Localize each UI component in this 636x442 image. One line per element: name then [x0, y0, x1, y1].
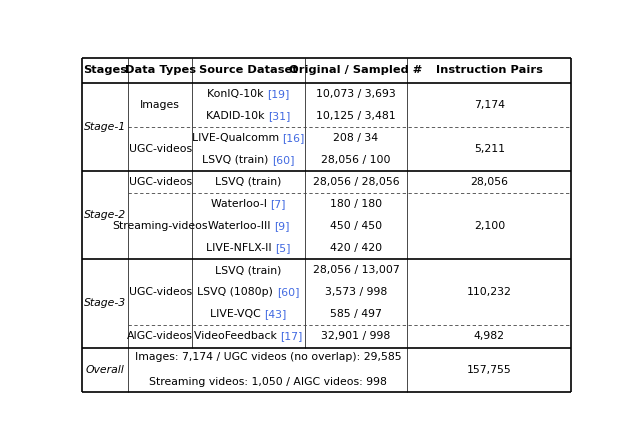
Text: [60]: [60] [272, 155, 294, 165]
Text: [43]: [43] [265, 309, 287, 320]
Text: Streaming videos: 1,050 / AIGC videos: 998: Streaming videos: 1,050 / AIGC videos: 9… [149, 377, 387, 387]
Text: 28,056 / 13,007: 28,056 / 13,007 [313, 265, 399, 275]
Text: Source Dataset: Source Dataset [199, 65, 298, 76]
Text: 32,901 / 998: 32,901 / 998 [321, 332, 391, 342]
Text: Stage-2: Stage-2 [84, 210, 127, 220]
Text: Streaming-videos: Streaming-videos [113, 221, 208, 231]
Text: LIVE-NFLX-II: LIVE-NFLX-II [206, 243, 275, 253]
Text: 420 / 420: 420 / 420 [330, 243, 382, 253]
Text: [7]: [7] [270, 199, 286, 209]
Text: 585 / 497: 585 / 497 [330, 309, 382, 320]
Text: 110,232: 110,232 [467, 287, 512, 297]
Text: 180 / 180: 180 / 180 [330, 199, 382, 209]
Text: 28,056: 28,056 [471, 177, 508, 187]
Text: Stage-3: Stage-3 [84, 298, 127, 309]
Text: Waterloo-III: Waterloo-III [207, 221, 273, 231]
Text: 7,174: 7,174 [474, 100, 505, 110]
Text: 5,211: 5,211 [474, 144, 505, 154]
Text: Stages: Stages [83, 65, 127, 76]
Text: 450 / 450: 450 / 450 [330, 221, 382, 231]
Text: Original / Sampled #: Original / Sampled # [289, 65, 423, 76]
Text: 3,573 / 998: 3,573 / 998 [325, 287, 387, 297]
Text: UGC-videos: UGC-videos [128, 144, 192, 154]
Text: KADID-10k: KADID-10k [206, 110, 268, 121]
Text: Data Types: Data Types [125, 65, 196, 76]
Text: Waterloo-I: Waterloo-I [211, 199, 270, 209]
Text: Images: Images [141, 100, 180, 110]
Text: [31]: [31] [268, 110, 291, 121]
Text: LSVQ (train): LSVQ (train) [215, 265, 282, 275]
Text: 28,056 / 28,056: 28,056 / 28,056 [313, 177, 399, 187]
Text: [17]: [17] [280, 332, 303, 342]
Text: UGC-videos: UGC-videos [128, 287, 192, 297]
Text: [5]: [5] [275, 243, 291, 253]
Text: 208 / 34: 208 / 34 [333, 133, 378, 143]
Text: 2,100: 2,100 [474, 221, 505, 231]
Text: [16]: [16] [282, 133, 305, 143]
Text: 10,125 / 3,481: 10,125 / 3,481 [316, 110, 396, 121]
Text: LIVE-VQC: LIVE-VQC [210, 309, 265, 320]
Text: KonIQ-10k: KonIQ-10k [207, 89, 267, 99]
Text: 10,073 / 3,693: 10,073 / 3,693 [316, 89, 396, 99]
Text: LSVQ (1080p): LSVQ (1080p) [197, 287, 277, 297]
Text: Instruction Pairs: Instruction Pairs [436, 65, 543, 76]
Text: 28,056 / 100: 28,056 / 100 [321, 155, 391, 165]
Text: VideoFeedback: VideoFeedback [194, 332, 280, 342]
Text: [9]: [9] [273, 221, 289, 231]
Text: [60]: [60] [277, 287, 300, 297]
Text: Images: 7,174 / UGC videos (no overlap): 29,585: Images: 7,174 / UGC videos (no overlap):… [135, 352, 401, 362]
Text: 4,982: 4,982 [474, 332, 505, 342]
Text: LIVE-Qualcomm: LIVE-Qualcomm [192, 133, 282, 143]
Text: 157,755: 157,755 [467, 365, 512, 375]
Text: LSVQ (train): LSVQ (train) [215, 177, 282, 187]
Text: [19]: [19] [267, 89, 289, 99]
Text: Stage-1: Stage-1 [84, 122, 127, 132]
Text: UGC-videos: UGC-videos [128, 177, 192, 187]
Text: Overall: Overall [86, 365, 125, 375]
Text: LSVQ (train): LSVQ (train) [202, 155, 272, 165]
Text: AIGC-videos: AIGC-videos [127, 332, 193, 342]
